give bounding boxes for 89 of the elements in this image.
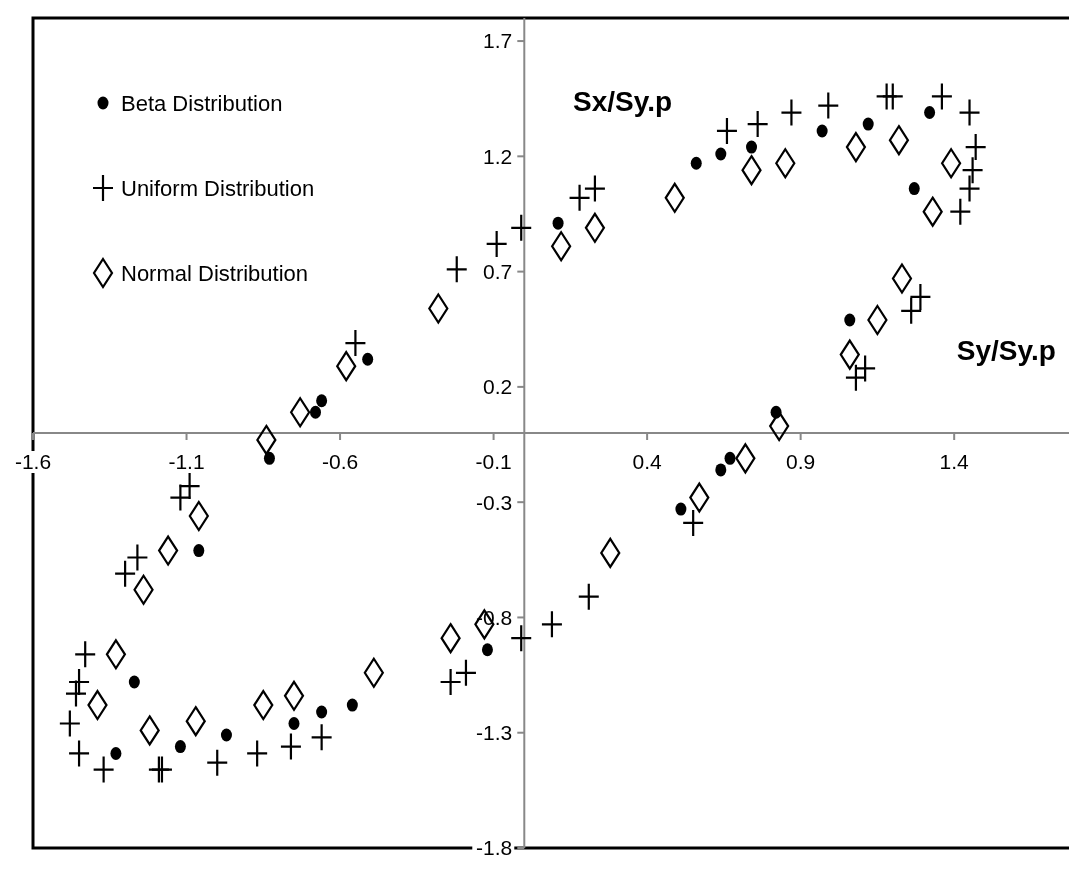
point xyxy=(882,83,903,110)
y-tick-label: 1.2 xyxy=(483,144,513,168)
point xyxy=(309,405,321,419)
point xyxy=(716,117,737,144)
y-tick-label: -1.8 xyxy=(476,836,513,860)
point xyxy=(207,749,228,776)
point xyxy=(816,124,828,138)
x-tick-label: -0.6 xyxy=(321,450,359,473)
point xyxy=(855,355,876,382)
point xyxy=(675,502,687,516)
point xyxy=(283,680,305,711)
y-tick-label: -0.3 xyxy=(476,490,513,514)
point xyxy=(569,184,590,211)
point xyxy=(481,643,493,657)
x-tick-label: -0.1 xyxy=(475,450,512,473)
point xyxy=(288,717,300,730)
point xyxy=(715,147,727,161)
point xyxy=(924,106,936,120)
point xyxy=(965,134,986,161)
x-tick-label: -1.1 xyxy=(168,450,205,473)
point xyxy=(311,724,332,751)
point xyxy=(747,111,768,138)
y-tick-label: -1.3 xyxy=(476,721,513,745)
point xyxy=(511,625,532,652)
point xyxy=(220,728,232,742)
y-tick-label: 0.7 xyxy=(483,259,513,283)
point xyxy=(724,451,736,465)
point xyxy=(959,175,980,202)
point xyxy=(931,83,952,110)
point xyxy=(69,740,90,767)
x-tick-label: 0.9 xyxy=(786,450,816,473)
point xyxy=(316,705,328,719)
point xyxy=(552,216,564,230)
point xyxy=(179,473,200,500)
point xyxy=(683,509,704,536)
point xyxy=(440,669,461,695)
legend-label: Normal Distribution xyxy=(121,260,309,286)
point xyxy=(128,675,140,689)
point xyxy=(901,297,922,324)
point xyxy=(959,99,980,126)
point xyxy=(446,256,467,283)
legend-label: Uniform Distribution xyxy=(121,175,315,201)
point xyxy=(65,680,86,707)
point xyxy=(584,175,605,202)
point xyxy=(910,283,931,310)
point xyxy=(908,182,920,196)
point xyxy=(818,92,839,119)
y-tick-label: 1.7 xyxy=(483,29,513,53)
x-tick-label: 0.4 xyxy=(632,450,663,473)
point xyxy=(584,212,606,243)
point xyxy=(127,544,148,571)
point xyxy=(455,659,476,686)
point xyxy=(844,313,856,327)
point xyxy=(888,125,910,156)
point xyxy=(891,263,913,294)
point xyxy=(59,710,80,737)
point xyxy=(690,156,702,170)
point xyxy=(115,560,136,587)
point xyxy=(345,330,366,357)
point xyxy=(511,214,532,241)
point xyxy=(93,756,114,783)
x-tick-label: 1.4 xyxy=(939,450,970,473)
point xyxy=(75,641,96,668)
point xyxy=(950,198,971,225)
point xyxy=(280,733,301,760)
point xyxy=(541,611,562,638)
point xyxy=(263,451,275,465)
point xyxy=(105,639,127,670)
annotation: Sy/Sy.p xyxy=(956,334,1056,366)
point xyxy=(578,583,599,610)
point xyxy=(845,132,867,163)
point xyxy=(746,140,758,154)
point xyxy=(110,746,122,760)
point xyxy=(346,698,358,712)
point xyxy=(781,99,802,126)
point xyxy=(862,117,874,131)
y-tick-label: 0.2 xyxy=(483,375,513,399)
point xyxy=(362,352,374,366)
point xyxy=(193,544,205,558)
point xyxy=(715,463,727,477)
point xyxy=(174,740,186,754)
point xyxy=(486,230,507,257)
point xyxy=(247,740,268,767)
point xyxy=(316,394,328,408)
point xyxy=(962,157,983,184)
point xyxy=(170,484,191,511)
annotation: Sx/Sy.p xyxy=(573,85,673,117)
legend-label: Beta Distribution xyxy=(121,90,283,116)
x-tick-label: -1.6 xyxy=(14,450,52,473)
